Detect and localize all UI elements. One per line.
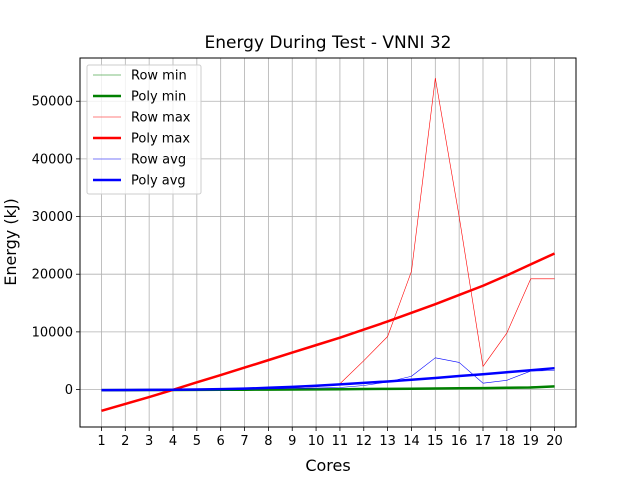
legend: Row min Poly min Row max Poly max Row avg Pol… [86,64,202,195]
y-axis-label: Energy (kJ) [1,198,20,286]
y-tick-label: 0 [65,383,73,398]
x-tick-label: 15 [427,434,444,449]
x-tick-label: 7 [240,434,248,449]
y-tick-label: 10000 [32,325,73,340]
legend-label-row-avg: Row avg [131,153,186,168]
x-tick-label: 9 [288,434,296,449]
y-tick-label: 40000 [32,152,73,167]
x-tick-label: 10 [308,434,325,449]
x-axis-label: Cores [305,456,350,475]
x-tick-label: 19 [522,434,539,449]
x-tick-label: 16 [451,434,468,449]
chart-title: Energy During Test - VNNI 32 [205,33,452,53]
y-ticks: 0 10000 20000 30000 40000 50000 [32,95,80,398]
x-tick-label: 5 [193,434,201,449]
plot-frame [79,57,577,428]
series-line-poly-avg [101,366,555,392]
legend-label-row-min: Row min [131,69,187,84]
x-tick-label: 20 [546,434,563,449]
legend-label-row-max: Row max [131,111,191,126]
legend-label-poly-avg: Poly avg [131,174,186,189]
x-tick-label: 4 [169,434,177,449]
y-tick-label: 50000 [32,95,73,110]
x-tick-label: 1 [97,434,105,449]
x-tick-label: 8 [264,434,272,449]
y-tick-label: 20000 [32,268,73,283]
x-tick-label: 6 [217,434,225,449]
series-lines [101,77,556,413]
x-tick-label: 17 [475,434,492,449]
legend-label-poly-min: Poly min [131,90,186,105]
x-tick-label: 12 [355,434,372,449]
y-tick-label: 30000 [32,210,73,225]
x-tick-label: 13 [379,434,396,449]
x-tick-label: 11 [332,434,349,449]
legend-label-poly-max: Poly max [131,132,190,147]
x-tick-label: 14 [403,434,420,449]
x-tick-label: 3 [145,434,153,449]
x-tick-label: 18 [499,434,516,449]
x-ticks: 1 2 3 4 5 6 7 8 9 10 11 12 13 14 15 16 17 18 19 20 [97,427,563,449]
x-tick-label: 2 [121,434,129,449]
